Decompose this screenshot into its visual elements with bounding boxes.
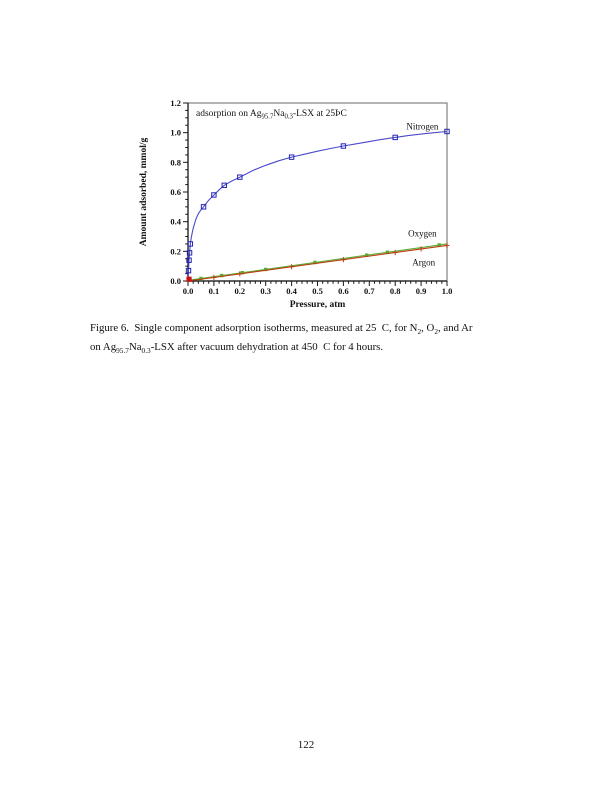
data-marker <box>240 270 245 275</box>
data-marker <box>444 128 450 135</box>
series-label-oxygen: Oxygen <box>408 229 437 239</box>
data-marker <box>365 253 369 257</box>
series-line-nitrogen <box>187 130 448 279</box>
series-label-argon: Argon <box>412 257 435 267</box>
figure-6-chart: 0.0 0.1 0.2 0.3 0.4 0.5 0.6 0.7 0.8 0.9 1.0 0.0 0.2 0… <box>130 88 470 316</box>
x-tick-label: 0.2 <box>234 286 245 296</box>
figure-caption: Figure 6. Single component adsorption is… <box>90 319 535 356</box>
page-number: 122 <box>297 739 315 751</box>
series-oxygen: Oxygen <box>187 229 448 281</box>
data-marker <box>264 267 268 272</box>
series-argon: Argon <box>187 242 450 282</box>
x-tick-label: 0.9 <box>416 286 427 296</box>
data-marker <box>200 204 207 210</box>
x-axis-title: Pressure, atm <box>290 300 346 310</box>
origin-marker <box>186 276 192 282</box>
data-marker <box>186 257 192 263</box>
data-marker <box>186 250 193 256</box>
y-tick-label: 0.6 <box>170 187 181 197</box>
x-tick-label: 0.4 <box>286 286 297 296</box>
tick-labels: 0.0 0.1 0.2 0.3 0.4 0.5 0.6 0.7 0.8 0.9 1.0 0.0 0.2 0… <box>170 98 452 296</box>
data-marker <box>219 273 224 278</box>
data-marker <box>185 267 192 274</box>
x-tick-label: 0.1 <box>209 286 220 296</box>
y-tick-label: 0.8 <box>170 157 181 167</box>
axis-ticks <box>183 102 448 286</box>
y-tick-label: 0.4 <box>170 217 181 227</box>
data-marker <box>199 276 203 281</box>
series-nitrogen: Nitrogen <box>185 122 450 279</box>
isotherm-chart: 0.0 0.1 0.2 0.3 0.4 0.5 0.6 0.7 0.8 0.9 1.0 0.0 0.2 0… <box>139 98 452 310</box>
x-tick-label: 0.3 <box>260 286 271 296</box>
data-marker <box>392 134 398 141</box>
x-tick-label: 0.7 <box>364 286 375 296</box>
data-marker <box>288 154 295 160</box>
data-marker <box>187 241 194 247</box>
figure-caption-line-1: Figure 6. Single component adsorption is… <box>90 322 473 337</box>
data-marker <box>340 143 347 149</box>
x-tick-label: 0.0 <box>183 286 194 296</box>
data-marker <box>211 192 217 198</box>
series-line-argon <box>187 244 448 282</box>
figure-caption-line-2: on Ag95.7Na0.3-LSX after vacuum dehydrat… <box>90 340 384 355</box>
data-marker <box>437 243 441 247</box>
chart-title: adsorption on Ag95.7Na0.3-LSX at 25ÞC <box>196 109 347 121</box>
y-tick-label: 1.0 <box>170 128 181 138</box>
x-tick-label: 0.5 <box>312 286 323 296</box>
data-marker <box>313 260 317 265</box>
y-tick-label: 0.2 <box>170 246 181 256</box>
data-marker <box>385 250 390 254</box>
y-tick-label: 1.2 <box>170 98 181 108</box>
y-axis-title: Amount adsorbed, mmol/g <box>139 138 149 247</box>
series-line-oxygen <box>187 243 448 281</box>
x-tick-label: 1.0 <box>442 286 453 296</box>
data-marker <box>221 182 227 189</box>
series-label-nitrogen: Nitrogen <box>406 122 438 132</box>
data-marker <box>237 174 243 180</box>
x-tick-label: 0.6 <box>338 286 349 296</box>
x-tick-label: 0.8 <box>390 286 401 296</box>
y-tick-label: 0.0 <box>170 276 181 286</box>
